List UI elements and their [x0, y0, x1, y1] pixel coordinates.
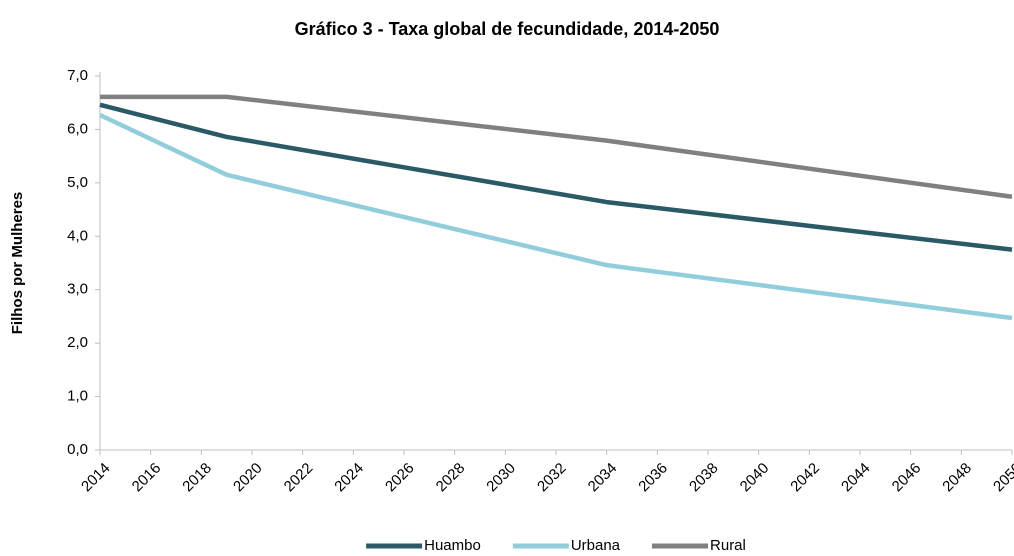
y-tick-label: 5,0 [67, 174, 88, 191]
legend-label: Huambo [424, 537, 481, 554]
x-tick-label: 2024 [331, 460, 367, 496]
y-tick-label: 1,0 [67, 388, 88, 405]
x-tick-label: 2034 [585, 460, 621, 496]
x-tick-label: 2026 [382, 460, 418, 496]
chart-title: Gráfico 3 - Taxa global de fecundidade, … [295, 19, 720, 39]
series-line [100, 94, 1013, 199]
x-tick-label: 2014 [78, 460, 114, 496]
legend-label: Rural [710, 537, 746, 554]
x-tick-label: 2022 [281, 460, 317, 496]
y-tick-label: 2,0 [67, 334, 88, 351]
x-tick-label: 2040 [737, 460, 773, 496]
x-tick-label: 2028 [433, 460, 469, 496]
x-tick-label: 2038 [686, 460, 722, 496]
x-tick-label: 2032 [534, 460, 570, 496]
y-tick-label: 6,0 [67, 120, 88, 137]
x-tick-label: 2042 [787, 460, 823, 496]
y-tick-label: 3,0 [67, 281, 88, 298]
x-tick-label: 2036 [635, 460, 671, 496]
series-line [99, 112, 1013, 321]
y-tick-label: 4,0 [67, 227, 88, 244]
x-tick-label: 2020 [230, 460, 266, 496]
y-axis-label: Filhos por Mulheres [9, 192, 26, 335]
y-tick-label: 7,0 [67, 67, 88, 84]
x-tick-label: 2030 [483, 460, 519, 496]
legend-label: Urbana [571, 537, 621, 554]
x-tick-label: 2050 [990, 460, 1014, 496]
x-tick-label: 2044 [838, 460, 874, 496]
x-tick-label: 2018 [179, 460, 215, 496]
x-tick-label: 2046 [889, 460, 925, 496]
x-tick-label: 2016 [129, 460, 165, 496]
y-tick-label: 0,0 [67, 441, 88, 458]
x-tick-label: 2048 [939, 460, 975, 496]
series-line [99, 102, 1013, 252]
